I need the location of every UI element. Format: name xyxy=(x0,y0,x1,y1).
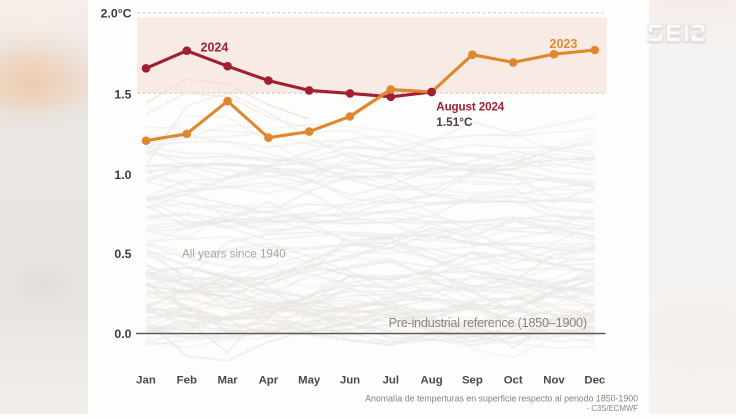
svg-text:Aug: Aug xyxy=(421,374,443,386)
svg-text:2024: 2024 xyxy=(201,41,229,55)
svg-text:Oct: Oct xyxy=(504,374,523,386)
svg-text:May: May xyxy=(298,374,321,386)
svg-text:Anomalía de temperturas en sup: Anomalía de temperturas en superficie re… xyxy=(365,394,638,404)
svg-text:1.0: 1.0 xyxy=(114,168,131,182)
svg-text:1.51°C: 1.51°C xyxy=(436,115,473,129)
svg-text:August 2024: August 2024 xyxy=(436,101,504,114)
svg-text:2.0°C: 2.0°C xyxy=(101,6,132,20)
svg-text:0.0: 0.0 xyxy=(114,327,131,341)
svg-text:Jan: Jan xyxy=(136,374,156,386)
svg-text:- C3S/ECMWF: - C3S/ECMWF xyxy=(586,404,638,413)
svg-text:Sep: Sep xyxy=(462,374,483,386)
svg-text:Apr: Apr xyxy=(259,374,279,386)
svg-text:Mar: Mar xyxy=(217,374,238,386)
svg-text:Nov: Nov xyxy=(543,374,565,386)
svg-text:Pre-industrial reference (1850: Pre-industrial reference (1850–1900) xyxy=(389,315,587,330)
svg-text:Jun: Jun xyxy=(340,374,360,386)
svg-text:2023: 2023 xyxy=(550,37,578,51)
svg-text:1.5: 1.5 xyxy=(114,87,131,101)
svg-text:Jul: Jul xyxy=(383,374,399,386)
svg-text:All years since 1940: All years since 1940 xyxy=(182,248,286,261)
svg-text:Dec: Dec xyxy=(584,374,605,386)
svg-text:Feb: Feb xyxy=(177,374,197,386)
svg-text:0.5: 0.5 xyxy=(114,247,131,261)
